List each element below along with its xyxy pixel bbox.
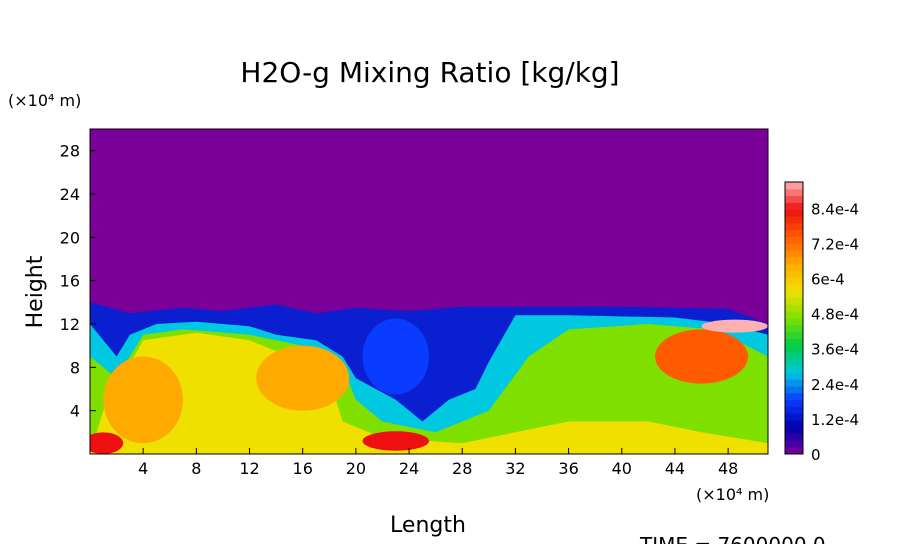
colorbar-swatch (785, 352, 803, 360)
colorbar-label: 8.4e-4 (811, 200, 859, 218)
colorbar-swatch (785, 243, 803, 251)
x-tick-label: 36 (558, 459, 578, 478)
x-axis-label: Length (390, 513, 466, 538)
y-unit-label: (×10⁴ m) (8, 91, 81, 110)
colorbar-label: 3.6e-4 (811, 341, 859, 359)
colorbar-swatch (785, 420, 803, 428)
colorbar-label: 1.2e-4 (811, 411, 859, 429)
colorbar-swatch (785, 324, 803, 333)
x-tick-label: 24 (399, 459, 419, 478)
colorbar-swatch (785, 365, 803, 373)
x-tick-label: 8 (191, 459, 201, 478)
heatmap-plot-area (90, 129, 768, 454)
colorbar-swatch (785, 447, 803, 455)
y-tick-label: 4 (70, 402, 80, 421)
colorbar-swatch (785, 386, 803, 394)
y-tick-label: 20 (60, 228, 80, 247)
x-axis: 4 8 12 16 20 24 28 32 36 40 44 48 (138, 448, 738, 478)
x-unit-label: (×10⁴ m) (696, 485, 769, 504)
x-tick-label: 40 (612, 459, 632, 478)
colorbar-swatch (785, 236, 803, 244)
colorbar-swatch (785, 406, 803, 414)
y-tick-label: 28 (60, 142, 80, 161)
colorbar-swatch (785, 372, 803, 380)
colorbar-swatch (785, 311, 803, 319)
moist-pocket-red (90, 432, 124, 454)
colorbar-frame (784, 181, 804, 455)
x-tick-label: 12 (239, 459, 259, 478)
colorbar-label: 7.2e-4 (811, 235, 859, 253)
moist-pocket-red (362, 431, 429, 451)
moist-plume-blue (362, 318, 429, 395)
colorbar-swatches (785, 182, 803, 455)
colorbar-swatch (785, 209, 803, 217)
colorbar-swatch (785, 331, 803, 339)
colorbar-swatch (785, 392, 803, 401)
colorbar-swatch (785, 379, 803, 387)
colorbar-swatch (785, 195, 803, 203)
y-tick-label: 24 (60, 185, 80, 204)
colorbar-swatch (785, 426, 803, 435)
colorbar-swatch (785, 290, 803, 299)
colorbar-swatch (785, 202, 803, 210)
x-tick-label: 4 (138, 459, 148, 478)
colorbar-swatch (785, 338, 803, 346)
x-tick-label: 48 (718, 459, 738, 478)
colorbar-label: 4.8e-4 (811, 306, 859, 324)
plot-frame (89, 128, 769, 455)
moist-pocket-red (655, 329, 749, 384)
colorbar-swatch (785, 413, 803, 421)
colorbar-labels: 0 1.2e-4 2.4e-4 3.6e-4 4.8e-4 6e-4 7.2e-4 8.4e-… (811, 200, 859, 464)
colorbar-swatch (785, 297, 803, 305)
y-tick-label: 8 (70, 358, 80, 377)
y-axis-label: Height (23, 255, 48, 328)
colorbar: 0 1.2e-4 2.4e-4 3.6e-4 4.8e-4 6e-4 7.2e-4 8.4e-… (784, 181, 859, 464)
x-tick-label: 32 (505, 459, 525, 478)
moist-layer-yellow (90, 332, 768, 454)
colorbar-swatch (785, 270, 803, 278)
x-tick-label: 28 (452, 459, 472, 478)
moist-pocket-orange (103, 356, 184, 444)
colorbar-label: 0 (811, 446, 821, 464)
colorbar-swatch (785, 182, 803, 190)
colorbar-swatch (785, 284, 803, 292)
colorbar-swatch (785, 263, 803, 271)
colorbar-swatch (785, 256, 803, 265)
colorbar-swatch (785, 216, 803, 224)
colorbar-swatch (785, 345, 803, 353)
colorbar-swatch (785, 399, 803, 407)
colorbar-swatch (785, 229, 803, 237)
colorbar-swatch (785, 433, 803, 441)
colorbar-swatch (785, 358, 803, 367)
moist-pocket-orange (256, 345, 350, 411)
colorbar-swatch (785, 277, 803, 285)
chart-title: H2O-g Mixing Ratio [kg/kg] (240, 56, 619, 89)
colorbar-label: 2.4e-4 (811, 376, 859, 394)
moist-eddy-green (528, 345, 636, 411)
y-tick-label: 16 (60, 272, 80, 291)
colorbar-label: 6e-4 (811, 271, 845, 289)
colorbar-swatch (785, 304, 803, 312)
colorbar-swatch (785, 222, 803, 231)
colorbar-swatch (785, 318, 803, 326)
x-tick-label: 20 (346, 459, 366, 478)
x-tick-label: 44 (665, 459, 685, 478)
x-tick-label: 16 (293, 459, 313, 478)
colorbar-swatch (785, 440, 803, 448)
moisture-field (90, 302, 768, 454)
y-tick-label: 12 (60, 315, 80, 334)
colorbar-swatch (785, 250, 803, 258)
y-axis: 4 8 12 16 20 24 28 (60, 142, 96, 421)
colorbar-swatch (785, 188, 803, 197)
moist-pocket-max (701, 319, 768, 333)
time-label: TIME = 7600000.0 (639, 533, 826, 544)
